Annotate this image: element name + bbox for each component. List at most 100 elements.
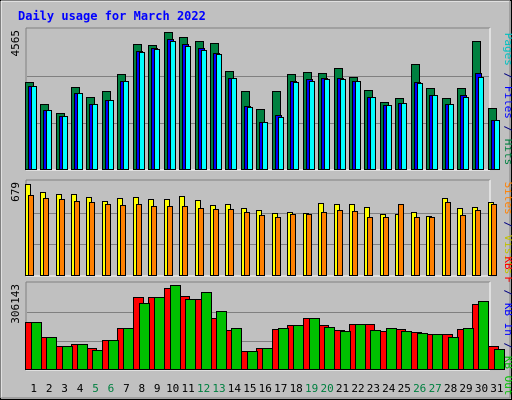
legend-entry: Files <box>502 86 512 119</box>
bar-kb-out-3 <box>62 346 73 370</box>
panel-hits: 4565 Pages / Files / Hits <box>9 27 512 171</box>
x-tick-label-16: 16 <box>259 382 272 395</box>
bar-pages-23 <box>370 97 376 170</box>
x-tick-label-19: 19 <box>305 382 318 395</box>
bar-sites-6 <box>105 204 111 276</box>
bar-sites-12 <box>198 208 204 276</box>
legend-entry: Sites <box>502 182 512 215</box>
bar-pages-4 <box>77 93 83 170</box>
bar-sites-7 <box>120 205 126 276</box>
bar-pages-29 <box>463 97 469 170</box>
bar-pages-1 <box>31 86 37 170</box>
bar-sites-31 <box>491 204 497 276</box>
bar-pages-31 <box>494 120 500 170</box>
x-tick-label-1: 1 <box>30 382 37 395</box>
x-tick-label-26: 26 <box>413 382 426 395</box>
x-tick-label-21: 21 <box>336 382 349 395</box>
bar-pages-13 <box>216 54 222 170</box>
bar-kb-out-1 <box>31 322 42 370</box>
panel-visits: 679 Sites / Visits <box>9 179 512 277</box>
x-tick-label-30: 30 <box>475 382 488 395</box>
x-tick-label-11: 11 <box>181 382 194 395</box>
bar-pages-10 <box>170 41 176 170</box>
x-tick-label-2: 2 <box>46 382 53 395</box>
x-tick-label-8: 8 <box>138 382 145 395</box>
bar-pages-8 <box>139 52 145 170</box>
bar-sites-10 <box>167 206 173 276</box>
bar-kb-out-5 <box>92 350 103 370</box>
bar-sites-27 <box>429 217 435 276</box>
bar-kb-out-8 <box>139 303 150 370</box>
x-tick-label-5: 5 <box>92 382 99 395</box>
bar-sites-5 <box>89 202 95 276</box>
y-max-label-hits: 4565 <box>9 30 22 57</box>
x-tick-label-6: 6 <box>108 382 115 395</box>
x-tick-label-14: 14 <box>228 382 242 395</box>
legend-kbytes: KB F / KB In / KB Out <box>502 256 512 395</box>
x-axis-labels: 1 2 3 4 5 6 7 8 9 10 11 12 13 14 15 16 17 18 19 20 21 22 23 24 2… <box>30 382 503 395</box>
bar-pages-18 <box>293 82 299 170</box>
legend-entry: KB In <box>502 303 512 336</box>
bar-kb-out-6 <box>108 340 119 370</box>
series-sites <box>28 195 497 276</box>
bar-pages-26 <box>417 83 423 170</box>
bar-pages-7 <box>123 81 129 170</box>
legend-entry: KB Out <box>502 356 512 396</box>
bar-sites-3 <box>59 199 65 276</box>
bar-kb-out-21 <box>340 331 351 370</box>
bar-kb-out-24 <box>386 328 397 370</box>
bar-sites-8 <box>136 204 142 276</box>
bar-kb-out-10 <box>170 285 181 370</box>
bar-pages-12 <box>201 50 207 170</box>
bar-kb-out-31 <box>494 349 505 370</box>
bar-sites-26 <box>414 217 420 276</box>
chart-title: Daily usage for March 2022 <box>18 9 206 23</box>
x-tick-label-18: 18 <box>290 382 303 395</box>
bar-sites-14 <box>228 209 234 276</box>
bar-sites-23 <box>367 217 373 276</box>
bar-kb-out-14 <box>231 328 242 370</box>
bar-kb-out-9 <box>154 297 165 370</box>
bar-sites-13 <box>213 209 219 276</box>
bar-kb-out-2 <box>46 337 57 370</box>
bar-sites-28 <box>445 202 451 276</box>
bar-sites-17 <box>275 217 281 276</box>
legend-entry: / <box>502 66 512 86</box>
bar-pages-6 <box>108 100 114 170</box>
x-tick-label-25: 25 <box>398 382 411 395</box>
bar-sites-25 <box>398 204 404 276</box>
x-tick-label-23: 23 <box>367 382 380 395</box>
x-tick-label-9: 9 <box>154 382 161 395</box>
bar-kb-out-26 <box>417 333 428 370</box>
bar-kb-out-13 <box>216 311 227 370</box>
x-tick-label-22: 22 <box>351 382 364 395</box>
bar-kb-out-23 <box>370 330 381 370</box>
bar-pages-20 <box>324 79 330 170</box>
x-tick-label-28: 28 <box>444 382 457 395</box>
legend-entry: Hits <box>502 139 512 166</box>
bar-kb-out-7 <box>123 328 134 370</box>
bar-sites-22 <box>352 211 358 276</box>
bar-kb-out-16 <box>262 348 273 370</box>
bar-pages-3 <box>62 116 68 170</box>
bar-kb-out-11 <box>185 299 196 370</box>
bar-sites-15 <box>244 212 250 276</box>
bar-pages-30 <box>478 77 484 170</box>
bar-kb-out-15 <box>247 351 258 370</box>
bar-sites-1 <box>28 195 34 276</box>
bar-sites-16 <box>259 215 265 276</box>
bar-pages-28 <box>448 104 454 170</box>
x-tick-label-12: 12 <box>197 382 210 395</box>
bar-kb-out-27 <box>432 334 443 370</box>
bar-sites-18 <box>290 214 296 276</box>
legend-entry: / <box>502 283 512 303</box>
bar-kb-out-28 <box>448 337 459 370</box>
bar-pages-16 <box>262 122 268 170</box>
bar-sites-21 <box>337 210 343 276</box>
bar-sites-24 <box>383 217 389 276</box>
legend-entry: / <box>502 119 512 139</box>
bar-kb-out-29 <box>463 328 474 370</box>
